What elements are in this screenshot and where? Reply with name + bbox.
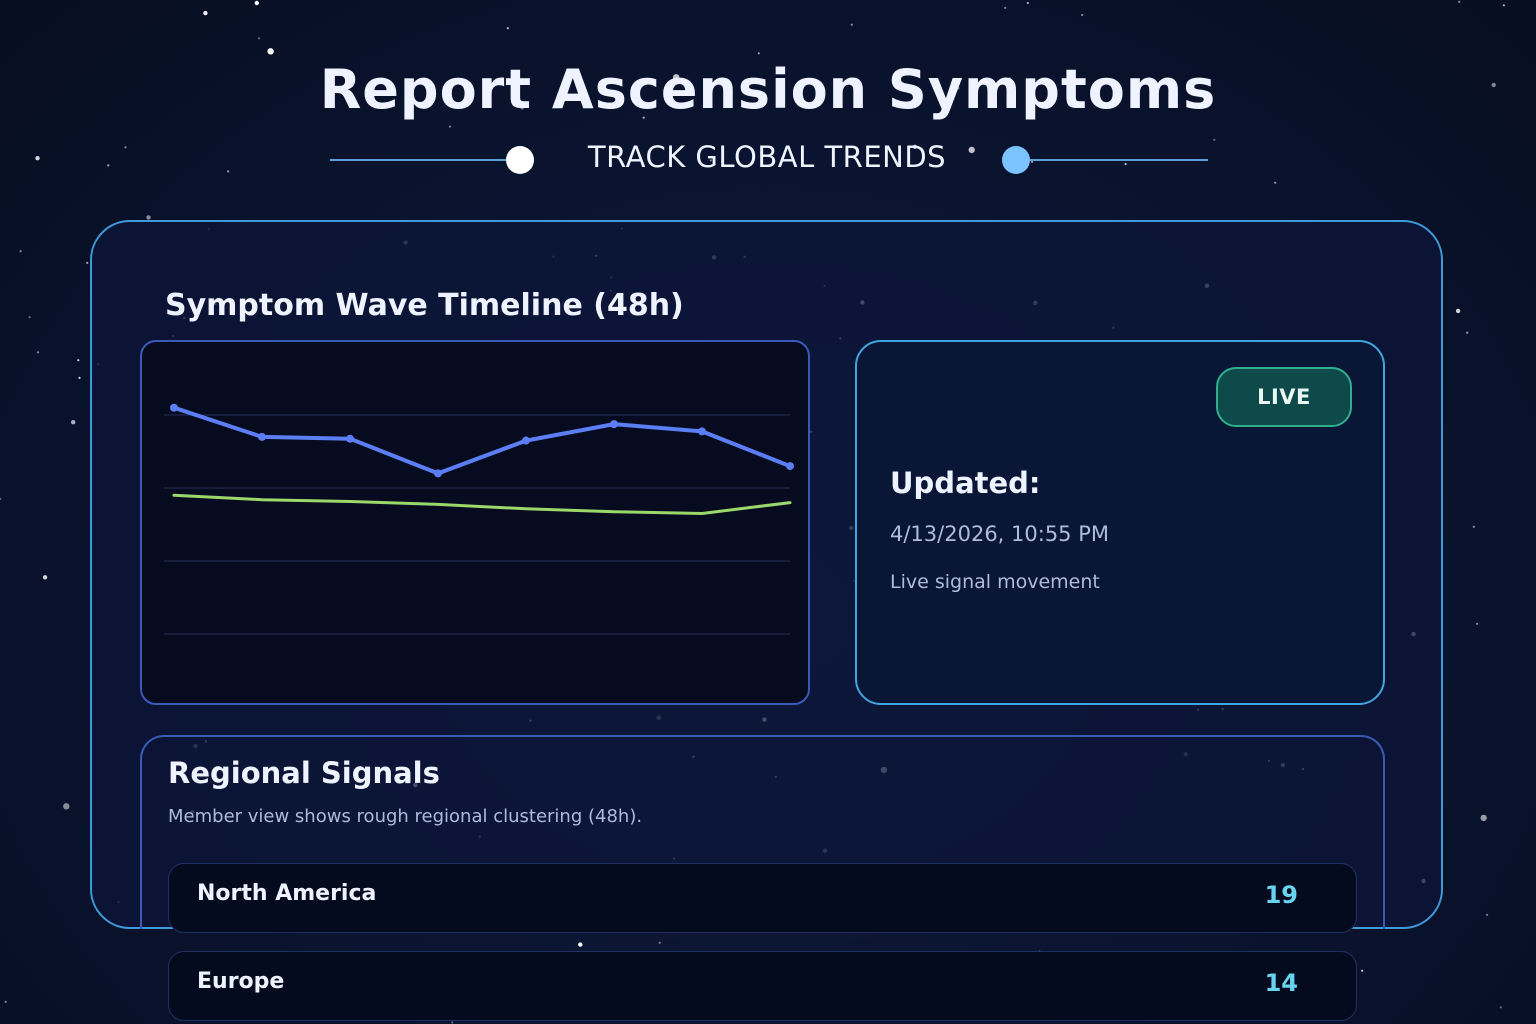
star — [35, 156, 40, 161]
star — [957, 87, 960, 90]
star — [36, 351, 40, 354]
star — [63, 803, 70, 810]
star — [520, 105, 525, 110]
star — [448, 125, 452, 128]
star — [1466, 331, 1469, 334]
star — [146, 215, 151, 220]
star — [1213, 138, 1216, 141]
regional-signals-title: Regional Signals — [168, 756, 440, 790]
timeline-chart — [164, 403, 794, 635]
star — [658, 941, 661, 944]
updated-label: Updated: — [890, 466, 1041, 500]
series-1-point — [786, 462, 794, 471]
subtitle-line-left — [330, 159, 520, 161]
star — [1031, 160, 1034, 163]
region-name: Europe — [197, 969, 285, 994]
region-count: 19 — [1264, 881, 1298, 909]
star — [1480, 814, 1487, 822]
star — [1486, 913, 1489, 917]
star — [19, 250, 22, 253]
star — [578, 942, 583, 947]
page-title: Report Ascension Symptoms — [319, 58, 1217, 121]
star — [673, 74, 680, 81]
region-row-europe[interactable]: Europe 14 — [168, 951, 1357, 1021]
regional-signals-panel — [140, 735, 1385, 929]
star — [912, 144, 918, 149]
updated-timestamp: 4/13/2026, 10:55 PM — [890, 522, 1110, 546]
star — [124, 146, 127, 149]
subtitle-dot-right — [1002, 146, 1030, 174]
star — [757, 52, 760, 55]
regional-signals-description: Member view shows rough regional cluster… — [168, 806, 643, 827]
star — [709, 159, 712, 162]
star — [1274, 181, 1277, 184]
star — [1499, 1006, 1502, 1009]
star — [28, 316, 31, 319]
star — [1008, 77, 1011, 80]
star — [86, 261, 89, 264]
star — [1491, 82, 1496, 88]
star — [850, 23, 853, 26]
star — [0, 497, 2, 500]
star — [1124, 162, 1127, 166]
star — [227, 170, 230, 173]
star — [642, 116, 645, 119]
star — [107, 164, 110, 167]
star — [1458, 0, 1461, 3]
series-line-1 — [172, 405, 792, 476]
series-1-point — [258, 432, 266, 441]
star — [267, 48, 274, 55]
series-1-point — [346, 434, 354, 443]
star — [506, 27, 509, 30]
live-badge: LIVE — [1216, 367, 1352, 427]
status-panel: LIVE Updated: 4/13/2026, 10:55 PM Live s… — [855, 340, 1385, 705]
series-1-point — [434, 469, 442, 478]
region-count: 14 — [1264, 969, 1298, 997]
star — [254, 0, 259, 6]
star — [968, 146, 975, 154]
timeline-chart-panel — [140, 340, 810, 705]
subtitle-line-right — [1030, 159, 1208, 161]
series-1-point — [610, 420, 618, 429]
star — [1361, 969, 1364, 972]
series-1-point — [698, 427, 706, 436]
star — [950, 100, 953, 103]
star — [1502, 4, 1505, 7]
star — [4, 1000, 7, 1004]
star — [1455, 308, 1461, 314]
subtitle-dot-left — [506, 146, 534, 174]
subtitle-row: TRACK GLOBAL TRENDS — [330, 140, 1208, 180]
page-subtitle: TRACK GLOBAL TRENDS — [587, 140, 947, 174]
star — [451, 1021, 454, 1024]
star — [1026, 1, 1029, 5]
star — [1476, 622, 1479, 625]
star — [78, 376, 81, 379]
series-1-point — [522, 436, 530, 445]
star — [71, 420, 76, 425]
star — [1472, 525, 1475, 528]
star — [582, 91, 586, 94]
star — [203, 10, 208, 16]
star — [258, 37, 261, 40]
star — [77, 359, 80, 362]
status-note: Live signal movement — [890, 571, 1100, 593]
star — [1081, 13, 1084, 17]
region-row-north-america[interactable]: North America 19 — [168, 863, 1357, 933]
region-name: North America — [197, 881, 377, 906]
star — [1004, 6, 1007, 9]
star — [42, 575, 48, 580]
series-1-point — [170, 403, 178, 412]
timeline-title: Symptom Wave Timeline (48h) — [165, 288, 684, 323]
series-line-2 — [172, 493, 792, 515]
